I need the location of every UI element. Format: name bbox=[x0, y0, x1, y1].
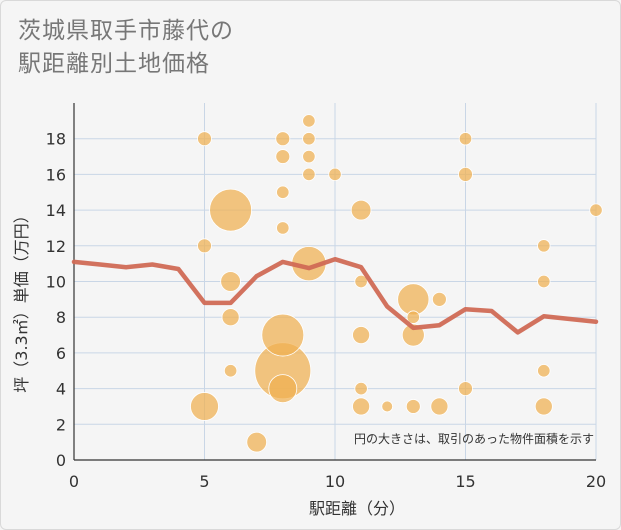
grid-lines bbox=[73, 103, 597, 461]
x-tick-label: 15 bbox=[455, 472, 475, 491]
bubble-point bbox=[537, 274, 551, 289]
y-tick-label: 12 bbox=[46, 237, 66, 256]
y-tick-label: 16 bbox=[46, 165, 66, 184]
bubble-point bbox=[381, 400, 394, 413]
bubble-point bbox=[406, 310, 420, 324]
chart-title-line-1: 茨城県取手市藤代の bbox=[18, 18, 234, 44]
bubble-point bbox=[190, 392, 219, 421]
bubble-size-note: 円の大きさは、取引のあった物件面積を示す bbox=[354, 431, 594, 446]
trend-series bbox=[71, 256, 599, 335]
bubble-point bbox=[354, 274, 368, 289]
bubble-point bbox=[431, 291, 447, 307]
bubble-point bbox=[537, 364, 551, 378]
bubble-point bbox=[352, 326, 371, 345]
bubble-point bbox=[276, 185, 290, 199]
bubble-point bbox=[246, 431, 267, 453]
bubble-point bbox=[397, 283, 430, 316]
bubble-series bbox=[190, 114, 603, 453]
y-tick-label: 8 bbox=[56, 308, 66, 327]
bubble-point bbox=[354, 381, 368, 396]
bubble-point bbox=[275, 131, 291, 147]
x-tick-label: 10 bbox=[325, 472, 345, 491]
bubble-point bbox=[458, 166, 473, 182]
bubble-point bbox=[458, 381, 473, 397]
bubble-point bbox=[275, 149, 291, 164]
bubble-point bbox=[328, 167, 342, 182]
bubble-point bbox=[220, 271, 241, 292]
bubble-point bbox=[405, 399, 421, 414]
bubble-point bbox=[302, 114, 316, 128]
y-tick-label: 18 bbox=[46, 130, 66, 149]
bubble-point bbox=[197, 131, 212, 147]
y-tick-label: 6 bbox=[56, 344, 66, 363]
x-tick-label: 0 bbox=[69, 472, 79, 491]
x-tick-label: 5 bbox=[199, 472, 209, 491]
y-tick-label: 14 bbox=[46, 201, 66, 220]
bubble-point bbox=[209, 188, 253, 232]
chart-title: 茨城県取手市藤代の 駅距離別土地価格 bbox=[18, 15, 234, 81]
y-tick-label: 4 bbox=[56, 380, 66, 399]
bubble-point bbox=[350, 199, 372, 221]
y-axis-title: 坪（3.3㎡）単価（万円） bbox=[12, 207, 31, 392]
bubble-point bbox=[268, 374, 298, 404]
bubble-point bbox=[537, 239, 551, 253]
bubble-point bbox=[534, 397, 553, 416]
x-axis-title: 駅距離（分） bbox=[309, 499, 405, 518]
bubble-point bbox=[302, 132, 316, 146]
bubble-point bbox=[589, 203, 603, 217]
bubble-point bbox=[221, 308, 240, 327]
trend-line bbox=[71, 256, 599, 335]
bubble-point bbox=[276, 221, 290, 235]
bubble-point bbox=[458, 132, 473, 146]
bubble-point bbox=[197, 238, 212, 254]
y-tick-label: 2 bbox=[56, 415, 66, 434]
y-tick-label: 10 bbox=[46, 273, 66, 292]
chart-title-line-2: 駅距離別土地価格 bbox=[18, 51, 210, 77]
x-tick-label: 20 bbox=[586, 472, 606, 491]
bubble-point bbox=[302, 149, 316, 164]
y-tick-label: 0 bbox=[56, 451, 66, 470]
axis-ticks: 0 2 4 6 8 10 12 14 16 18 0 5 10 15 20 bbox=[46, 130, 607, 491]
bubble-point bbox=[352, 397, 371, 416]
bubble-point bbox=[223, 364, 238, 378]
bubble-point bbox=[261, 313, 305, 357]
bubble-point bbox=[430, 397, 449, 416]
bubble-point bbox=[302, 167, 316, 182]
